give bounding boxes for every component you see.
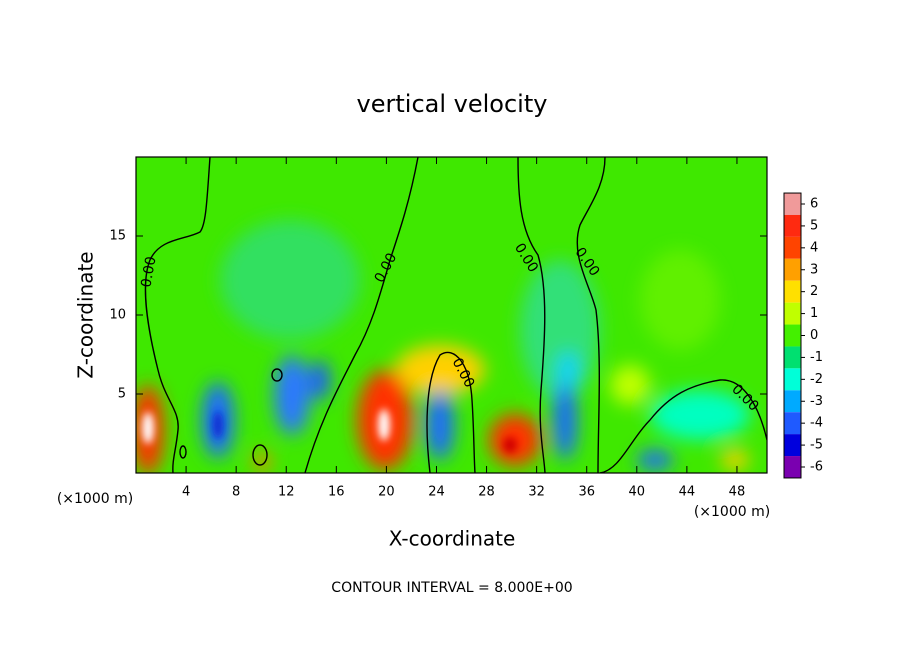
colorbar-tick-label: 5 [810,218,818,233]
x-tick-label: 4 [182,485,190,500]
colorbar-band [784,368,801,391]
x-tick-label: 20 [378,485,395,500]
colorbar-band [784,214,801,237]
colorbar-tick-label: -3 [810,394,823,409]
y-axis-label: Z-coordinate [74,251,98,378]
contour-interval: CONTOUR INTERVAL = 8.000E+00 [331,580,572,596]
colorbar-band [784,302,801,325]
colorbar-tick-label: 6 [810,197,818,212]
colorbar-band [784,412,801,435]
colorbar-band [784,193,801,215]
x-tick-label: 12 [278,485,295,500]
contour-field [136,157,767,473]
colorbar-tick-label: 3 [810,262,818,277]
colorbar-tick-label: 4 [810,240,818,255]
x-tick-label: 24 [428,485,445,500]
colorbar-tick-label: -2 [810,372,823,387]
colorbar-tick-label: -1 [810,350,823,365]
colorbar-tick-label: 2 [810,284,818,299]
x-unit-label: (×1000 m) [694,504,770,520]
y-tick-label: 5 [118,387,126,402]
colorbar-tick-label: -4 [810,416,823,431]
x-tick-label: 44 [679,485,696,500]
x-tick-label: 28 [478,485,495,500]
colorbar-band [784,324,801,347]
y-tick-label: 10 [109,308,126,323]
colorbar-band [784,434,801,457]
x-tick-label: 8 [232,485,240,500]
colorbar-tick-label: -6 [810,460,823,475]
colorbar-tick-label: -5 [810,438,823,453]
x-tick-label: 16 [328,485,345,500]
colorbar-band [784,258,801,281]
colorbar-band [784,346,801,369]
colorbar-tick-label: 1 [810,306,818,321]
x-tick-label: 32 [528,485,545,500]
y-tick-label: 15 [109,229,126,244]
contour-label: 0.00 [138,255,159,288]
x-tick-label: 48 [729,485,746,500]
colorbar-tick-label: 0 [810,328,818,343]
x-tick-label: 36 [578,485,595,500]
chart-title: vertical velocity [357,90,548,118]
x-unit-label: (×1000 m) [57,491,133,507]
colorbar-band [784,236,801,259]
colorbar-band [784,280,801,303]
colorbar-band [784,456,801,478]
colorbar-band [784,390,801,413]
x-tick-label: 40 [629,485,646,500]
x-axis-label: X-coordinate [389,527,516,551]
